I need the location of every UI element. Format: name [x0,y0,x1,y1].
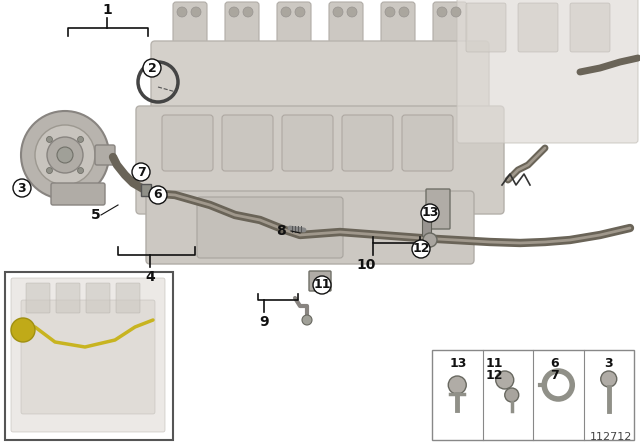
Circle shape [143,59,161,77]
FancyBboxPatch shape [173,2,207,63]
Text: 13: 13 [449,357,467,370]
Circle shape [13,179,31,197]
Text: 112712: 112712 [589,432,632,442]
FancyBboxPatch shape [146,191,474,264]
FancyBboxPatch shape [21,300,155,414]
Text: 13: 13 [421,207,438,220]
FancyBboxPatch shape [329,2,363,63]
Circle shape [302,315,312,325]
Text: 6: 6 [154,189,163,202]
Circle shape [35,125,95,185]
Text: 8: 8 [276,224,286,238]
FancyBboxPatch shape [342,115,393,171]
Text: 10: 10 [356,258,376,272]
Circle shape [347,7,357,17]
Circle shape [412,240,430,258]
FancyBboxPatch shape [56,283,80,313]
Text: 3: 3 [18,181,26,194]
Text: 7: 7 [136,165,145,178]
Text: 12: 12 [412,242,429,255]
Circle shape [505,388,519,402]
Circle shape [423,233,437,247]
Text: 7: 7 [550,369,559,382]
Circle shape [11,318,35,342]
Text: 2: 2 [148,61,156,74]
FancyBboxPatch shape [197,197,343,258]
Circle shape [281,7,291,17]
Circle shape [21,111,109,199]
Circle shape [77,168,84,173]
Circle shape [47,137,83,173]
Circle shape [191,7,201,17]
FancyBboxPatch shape [426,189,450,229]
Circle shape [229,7,239,17]
FancyBboxPatch shape [222,115,273,171]
Text: 9: 9 [259,315,269,329]
Circle shape [177,7,187,17]
Circle shape [47,137,52,142]
FancyBboxPatch shape [518,3,558,52]
FancyBboxPatch shape [225,2,259,63]
Circle shape [295,7,305,17]
Circle shape [437,7,447,17]
Text: 12: 12 [486,369,503,382]
Circle shape [313,276,331,294]
Text: 5: 5 [91,208,101,222]
Bar [432,350,634,440]
Circle shape [149,186,167,204]
Bar [5,272,173,440]
Circle shape [448,376,467,394]
FancyBboxPatch shape [402,115,453,171]
Circle shape [496,371,514,389]
FancyBboxPatch shape [433,2,467,63]
FancyBboxPatch shape [282,115,333,171]
FancyBboxPatch shape [570,3,610,52]
FancyBboxPatch shape [422,220,431,237]
Circle shape [47,168,52,173]
Circle shape [57,147,73,163]
FancyBboxPatch shape [51,183,105,205]
FancyBboxPatch shape [11,278,165,432]
Circle shape [243,7,253,17]
Circle shape [333,7,343,17]
Circle shape [451,7,461,17]
Text: 3: 3 [604,357,612,370]
FancyBboxPatch shape [136,106,504,214]
Circle shape [601,371,617,387]
FancyBboxPatch shape [141,184,151,196]
Circle shape [77,137,84,142]
FancyBboxPatch shape [95,145,115,165]
Text: 11: 11 [486,357,503,370]
FancyBboxPatch shape [381,2,415,63]
Text: 6: 6 [550,357,559,370]
FancyBboxPatch shape [457,0,638,143]
Circle shape [399,7,409,17]
FancyBboxPatch shape [466,3,506,52]
Circle shape [132,163,150,181]
Text: 4: 4 [145,270,155,284]
FancyBboxPatch shape [162,115,213,171]
FancyBboxPatch shape [86,283,110,313]
Text: 1: 1 [102,3,112,17]
FancyBboxPatch shape [151,41,489,129]
FancyBboxPatch shape [116,283,140,313]
Text: 11: 11 [313,279,331,292]
Circle shape [385,7,395,17]
FancyBboxPatch shape [26,283,50,313]
FancyBboxPatch shape [309,271,331,291]
Circle shape [421,204,439,222]
FancyBboxPatch shape [277,2,311,63]
